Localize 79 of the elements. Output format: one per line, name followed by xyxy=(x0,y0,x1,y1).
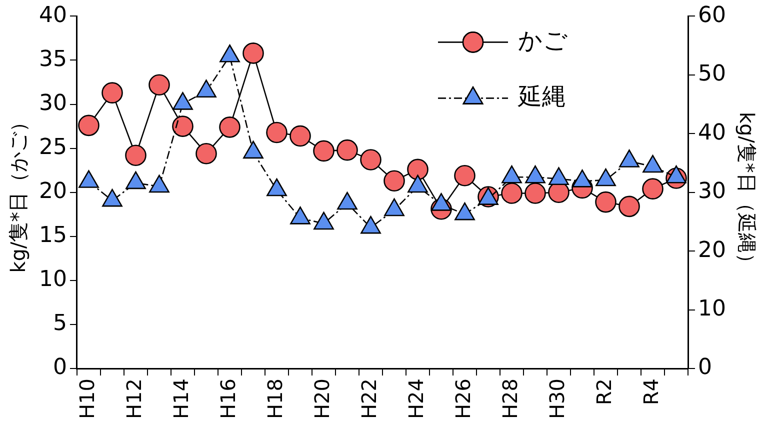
x-tick-label: H26 xyxy=(450,378,475,420)
point xyxy=(360,149,382,170)
x-tick-label: H16 xyxy=(216,378,240,420)
point xyxy=(313,140,334,162)
x-tick-label: H18 xyxy=(262,378,287,420)
legend-label: かご xyxy=(518,26,568,54)
y-axis-title: kg/隻*日（かご） xyxy=(6,112,30,273)
point xyxy=(525,165,546,184)
point xyxy=(595,191,616,213)
x-tick-label: H24 xyxy=(404,378,428,420)
y2-tick-label: 0 xyxy=(698,355,712,380)
point xyxy=(431,193,452,211)
point xyxy=(524,182,546,204)
point xyxy=(314,212,334,230)
point xyxy=(336,139,358,161)
y-tick-label: 40 xyxy=(38,2,67,28)
point xyxy=(243,140,264,159)
point xyxy=(149,174,170,193)
y2-tick-label: 50 xyxy=(698,62,726,87)
point xyxy=(384,198,404,216)
point xyxy=(196,142,217,164)
x-tick-label: R2 xyxy=(592,378,616,406)
point xyxy=(384,170,405,192)
point xyxy=(78,170,99,188)
point xyxy=(196,80,216,98)
y-tick-label: 20 xyxy=(38,179,67,204)
point xyxy=(78,114,100,136)
point xyxy=(126,171,146,190)
point xyxy=(266,178,287,196)
y2-axis-title: kg/隻*日（延縄） xyxy=(734,112,759,273)
point xyxy=(618,196,640,218)
point xyxy=(454,164,476,186)
point xyxy=(125,144,146,166)
y-tick-label: 15 xyxy=(38,223,67,248)
point xyxy=(148,74,170,96)
y-tick-label: 10 xyxy=(38,267,67,292)
y-tick-label: 5 xyxy=(52,311,67,336)
y-tick-label: 35 xyxy=(38,46,67,72)
point xyxy=(642,178,664,200)
x-tick-label: H30 xyxy=(544,378,569,420)
y2-tick-label: 40 xyxy=(698,120,726,146)
legend-label: 延縄 xyxy=(517,82,566,110)
y2-tick-label: 60 xyxy=(698,2,726,28)
point xyxy=(619,150,640,168)
point xyxy=(290,125,311,147)
point xyxy=(102,82,123,104)
point xyxy=(454,202,475,220)
point xyxy=(642,154,663,173)
point xyxy=(242,42,264,64)
y2-tick-label: 30 xyxy=(698,179,726,204)
y2-tick-label: 10 xyxy=(698,296,726,322)
x-tick-label: R4 xyxy=(638,378,663,406)
point xyxy=(337,192,358,210)
y-tick-label: 0 xyxy=(52,355,67,380)
point xyxy=(219,116,240,138)
y-tick-label: 30 xyxy=(38,90,67,116)
point xyxy=(290,206,310,224)
y2-tick-label: 20 xyxy=(698,238,726,263)
x-tick-label: H20 xyxy=(310,378,334,420)
x-tick-label: H12 xyxy=(122,378,146,420)
point xyxy=(408,174,428,193)
point xyxy=(266,122,288,144)
x-tick-label: H14 xyxy=(168,378,193,420)
x-tick-label: H10 xyxy=(74,378,99,420)
x-tick-label: H28 xyxy=(498,378,522,420)
point xyxy=(360,216,381,234)
point xyxy=(172,92,193,110)
point xyxy=(666,165,686,184)
x-tick-label: H22 xyxy=(356,378,381,420)
point xyxy=(172,116,194,137)
y-tick-label: 25 xyxy=(38,135,67,160)
point xyxy=(596,168,616,186)
point xyxy=(548,167,569,185)
point xyxy=(502,165,522,184)
point xyxy=(572,170,592,188)
point xyxy=(407,158,428,180)
point xyxy=(102,188,122,207)
point xyxy=(220,44,240,62)
point xyxy=(501,182,522,204)
